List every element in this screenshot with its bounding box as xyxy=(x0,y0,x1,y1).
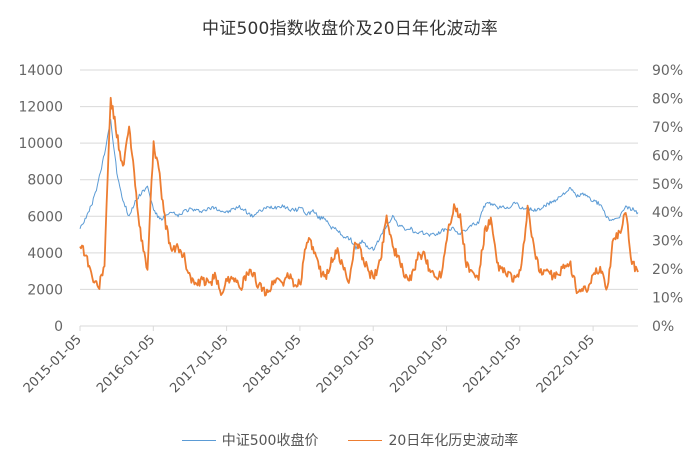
y-right-tick-label: 40% xyxy=(652,205,683,221)
series-line-close-price xyxy=(79,119,639,251)
legend-swatch-blue-icon xyxy=(181,439,216,441)
x-tick-label: 2015-01-05 xyxy=(21,332,85,396)
y-left-tick-label: 8000 xyxy=(27,173,63,189)
y-right-tick-label: 0% xyxy=(652,319,674,335)
x-tick-label: 2017-01-05 xyxy=(167,332,231,396)
y-right-tick-label: 20% xyxy=(652,262,683,278)
series-line-volatility xyxy=(79,96,639,297)
x-tick-label: 2022-01-05 xyxy=(534,332,598,396)
chart-title: 中证500指数收盘价及20日年化波动率 xyxy=(202,19,498,39)
y-right-tick-label: 70% xyxy=(652,120,683,136)
y-left-tick-label: 4000 xyxy=(27,246,63,262)
x-tick-label: 2016-01-05 xyxy=(94,332,158,396)
x-axis: 2015-01-05 2016-01-05 2017-01-05 2018-01-05… xyxy=(21,326,598,396)
legend: 中证500收盘价 20日年化历史波动率 xyxy=(0,430,700,450)
y-right-tick-label: 30% xyxy=(652,234,683,250)
plot-area xyxy=(79,96,639,297)
y-right-tick-label: 10% xyxy=(652,291,683,307)
y-left-tick-label: 6000 xyxy=(27,209,63,225)
legend-label: 中证500收盘价 xyxy=(221,433,319,449)
x-tick-label: 2021-01-05 xyxy=(461,332,525,396)
y-left-tick-label: 14000 xyxy=(18,63,63,79)
y-left-tick-label: 2000 xyxy=(27,282,63,298)
y-right-tick-label: 80% xyxy=(652,91,683,107)
y-left-tick-label: 0 xyxy=(54,319,63,335)
y-right-tick-label: 90% xyxy=(652,63,683,79)
y-right-tick-label: 60% xyxy=(652,148,683,164)
legend-item-close-price[interactable]: 中证500收盘价 xyxy=(181,430,319,450)
y-left-tick-label: 12000 xyxy=(18,100,63,116)
x-tick-label: 2019-01-05 xyxy=(314,332,378,396)
y-left-tick-label: 10000 xyxy=(18,136,63,152)
y-right-tick-label: 50% xyxy=(652,177,683,193)
x-tick-label: 2020-01-05 xyxy=(387,332,451,396)
gridlines xyxy=(80,69,638,327)
y-axis-left: 0 2000 4000 6000 8000 10000 12000 14000 xyxy=(18,63,63,335)
legend-label: 20日年化历史波动率 xyxy=(388,433,519,449)
y-axis-right: 0% 10% 20% 30% 40% 50% 60% 70% 80% 90% xyxy=(652,63,683,335)
legend-item-volatility[interactable]: 20日年化历史波动率 xyxy=(348,430,518,450)
legend-swatch-orange-icon xyxy=(348,439,383,441)
x-tick-label: 2018-01-05 xyxy=(241,332,305,396)
